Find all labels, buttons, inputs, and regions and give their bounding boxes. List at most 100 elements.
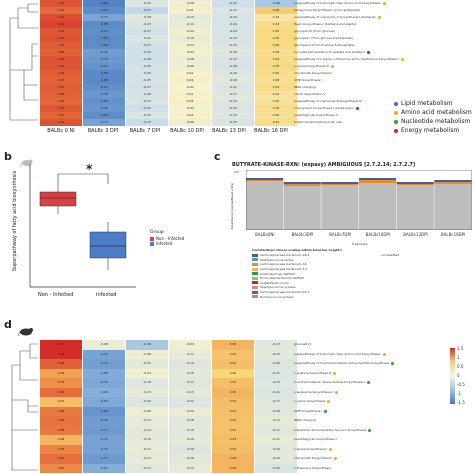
row-label-text: flavin biosynthesis I (bacteria and plan… [294,22,357,26]
row-label-text: glucose6 IV [294,342,312,346]
panel-b-letter: b [4,150,12,163]
boxplot-legend: Group Non - Infected Infected [150,230,184,246]
bar-segment [321,185,359,230]
contrib-label: Ruminococcus lactaris [260,294,294,299]
contrib-item: Clostridium sp. ASF502 [252,271,452,276]
heatmap-col-label: BALBc 13 DPI [212,128,246,134]
heatmap-row-label: UMP biosynthesis I [294,77,322,84]
bar-segment [434,182,472,184]
row-label-text: L-isoleucine biosynthesis I [294,389,334,394]
legend-item: Nucleotide metabolism [394,118,474,125]
heatmap-row: 1.04 -0.73 -0.33 -0.06 -0.23 0.31 [40,119,298,127]
legend-label: Lipid metabolism [401,100,453,107]
contrib-label: Acetatifactor muris [260,280,289,285]
heatmap-cell: -0.23 [255,463,298,474]
ylabel-c: Abundance (copies/Read units) [230,182,234,230]
contrib-title: Contributions (linear scaling within tot… [252,248,343,252]
row-label-text: superpathway of L-lysine, L-threonine an… [294,57,400,61]
unclassified-label: unclassified [381,253,400,258]
row-label-text: tetrapyrrole biosynthesis I (from glutam… [294,8,360,12]
heatmap-row-label: superpathway of L-lysine, L-threonine an… [294,56,405,63]
row-label-text: L-threonine biosynthesis [294,465,331,470]
bar-segment [396,182,434,184]
heatmap-cell: -0.06 [169,119,212,127]
row-label-text: L-arginine biosynthesis II [294,370,332,375]
significance-star: * [86,162,93,176]
scale-tick: -1.5 [457,400,465,405]
heatmap-cell: 1.04 [40,119,83,127]
legend-dot-icon [394,119,398,124]
heatmap-cell: 0.31 [255,119,298,127]
legend-dot-icon [394,101,398,106]
bar-segment [359,178,397,180]
category-dot-icon [333,371,337,375]
bar-segment [396,184,434,185]
category-dot-icon [391,362,395,366]
row-label-text: adenosine ribonucleotides de novo biosyn… [294,427,367,432]
heatmap-row-label: adenosine ribonucleotides de novo biosyn… [294,426,372,436]
row-label-text: glycolysis III (from glucose) [294,29,335,33]
heatmap-a-row-labels: superpathway of branched chain amino aci… [294,0,405,126]
row-label-text: superpathway of branched chain amino aci… [294,1,381,5]
category-dot-icon [327,400,331,404]
contrib-label: Staphylococcus lentus [260,257,294,262]
heatmap-row-label: superpathway of branched chain amino aci… [294,0,386,7]
panel-c: c BUTYRATE-KINASE-RXN: (expasy) AMBIGUOU… [212,148,474,318]
bar-xlabel: BALBc10DPI [365,232,391,237]
category-dot-icon [377,16,381,19]
legend-swatch-infected [150,241,154,246]
row-label-text: superpathway of coenzyme A biosynthesis … [294,99,362,103]
row-label-text: UMP biosynthesis I [294,78,323,82]
contrib-label: Lachnospiraceae bacterium 28-4 [260,253,310,258]
legend-swatch-non-infected [150,236,154,241]
bar-segment [434,180,472,182]
contrib-swatch [252,253,258,257]
heatmap-cell: -0.12 [169,463,212,474]
row-label-text: superpathway of coenzyme A biosynthesis … [294,15,376,19]
category-dot-icon [382,2,386,5]
color-scale: 1.5 1 0.5 0 -0.5 -1 -1.5 [450,346,472,408]
metabolism-legend: Lipid metabolism Amino acid metabolism Nuc… [394,100,474,136]
heatmap-cell: 0.58 [212,463,255,474]
heatmap-a: 1.03 -0.89 -0.21 -0.06 -0.31 -0.48 0.94 -0.84 -0… [40,0,298,127]
category-dot-icon [335,390,339,394]
panel-d-letter: d [4,318,12,331]
contrib-label: Clostridium sp. ASF502 [260,271,295,276]
category-dot-icon [331,65,334,68]
contrib-swatch [252,267,258,271]
row-label-text: 5-aminoimidazole ribonucleotide biosynth… [294,380,365,384]
heatmap-cell: -0.33 [126,119,169,127]
stacked-bar-svg [246,170,472,230]
panel-b: b Superpathway of fatty acid biosynthesi… [0,148,210,318]
row-label-text: glycolysis II (from fructose 6-phosphate… [294,43,355,47]
stacked-bar [246,178,284,230]
heatmap-row-label: superpathway of coenzyme A biosynthesis … [294,14,381,21]
row-label-text: chorismate biosynthesis I [294,71,333,75]
heatmap-cell: -0.67 [83,463,126,474]
bar-xlabel: BALBc7DPI [329,232,352,237]
legend-label: Energy metabolism [401,127,460,134]
heatmap-row-label: L-lysine biosynthesis I [294,445,332,455]
bar-segment [283,186,321,230]
boxplot-xlabel-non-infected: Non - Infected [38,292,74,298]
box-non-infected [39,184,77,214]
bar-segment [246,181,284,230]
heatmap-a-col-labels: BALBc 0 NI BALBc 3 DPI BALBc 7 DPI BALBc 10… [40,128,292,140]
dendrogram-a [9,3,38,121]
box-infected [89,222,127,270]
legend-item: Lipid metabolism [394,100,474,107]
xlabels-c: BALBc0NI BALBc3DPI BALBc7DPI BALBc10DPI BALB… [246,232,472,242]
row-label-text: L-valine biosynthesis [294,399,326,403]
category-dot-icon [324,409,328,413]
contrib-swatch [252,258,258,262]
heatmap-cell: -0.73 [83,119,126,127]
category-dot-icon [334,457,338,461]
heatmap-row-label: tRNA charging [294,416,316,426]
row-label-text: peptidoglycan biosynthesis V [294,113,338,117]
row-label-text: tRNA charging [294,85,316,89]
legend-item: Energy metabolism [394,127,474,134]
heatmap-row-label: superpathway of 5-aminoimidazole ribonuc… [294,359,395,369]
category-dot-icon [328,447,332,451]
heatmap-col-label: BALBc 16 DPI [254,128,288,134]
contrib-swatch [252,295,258,299]
